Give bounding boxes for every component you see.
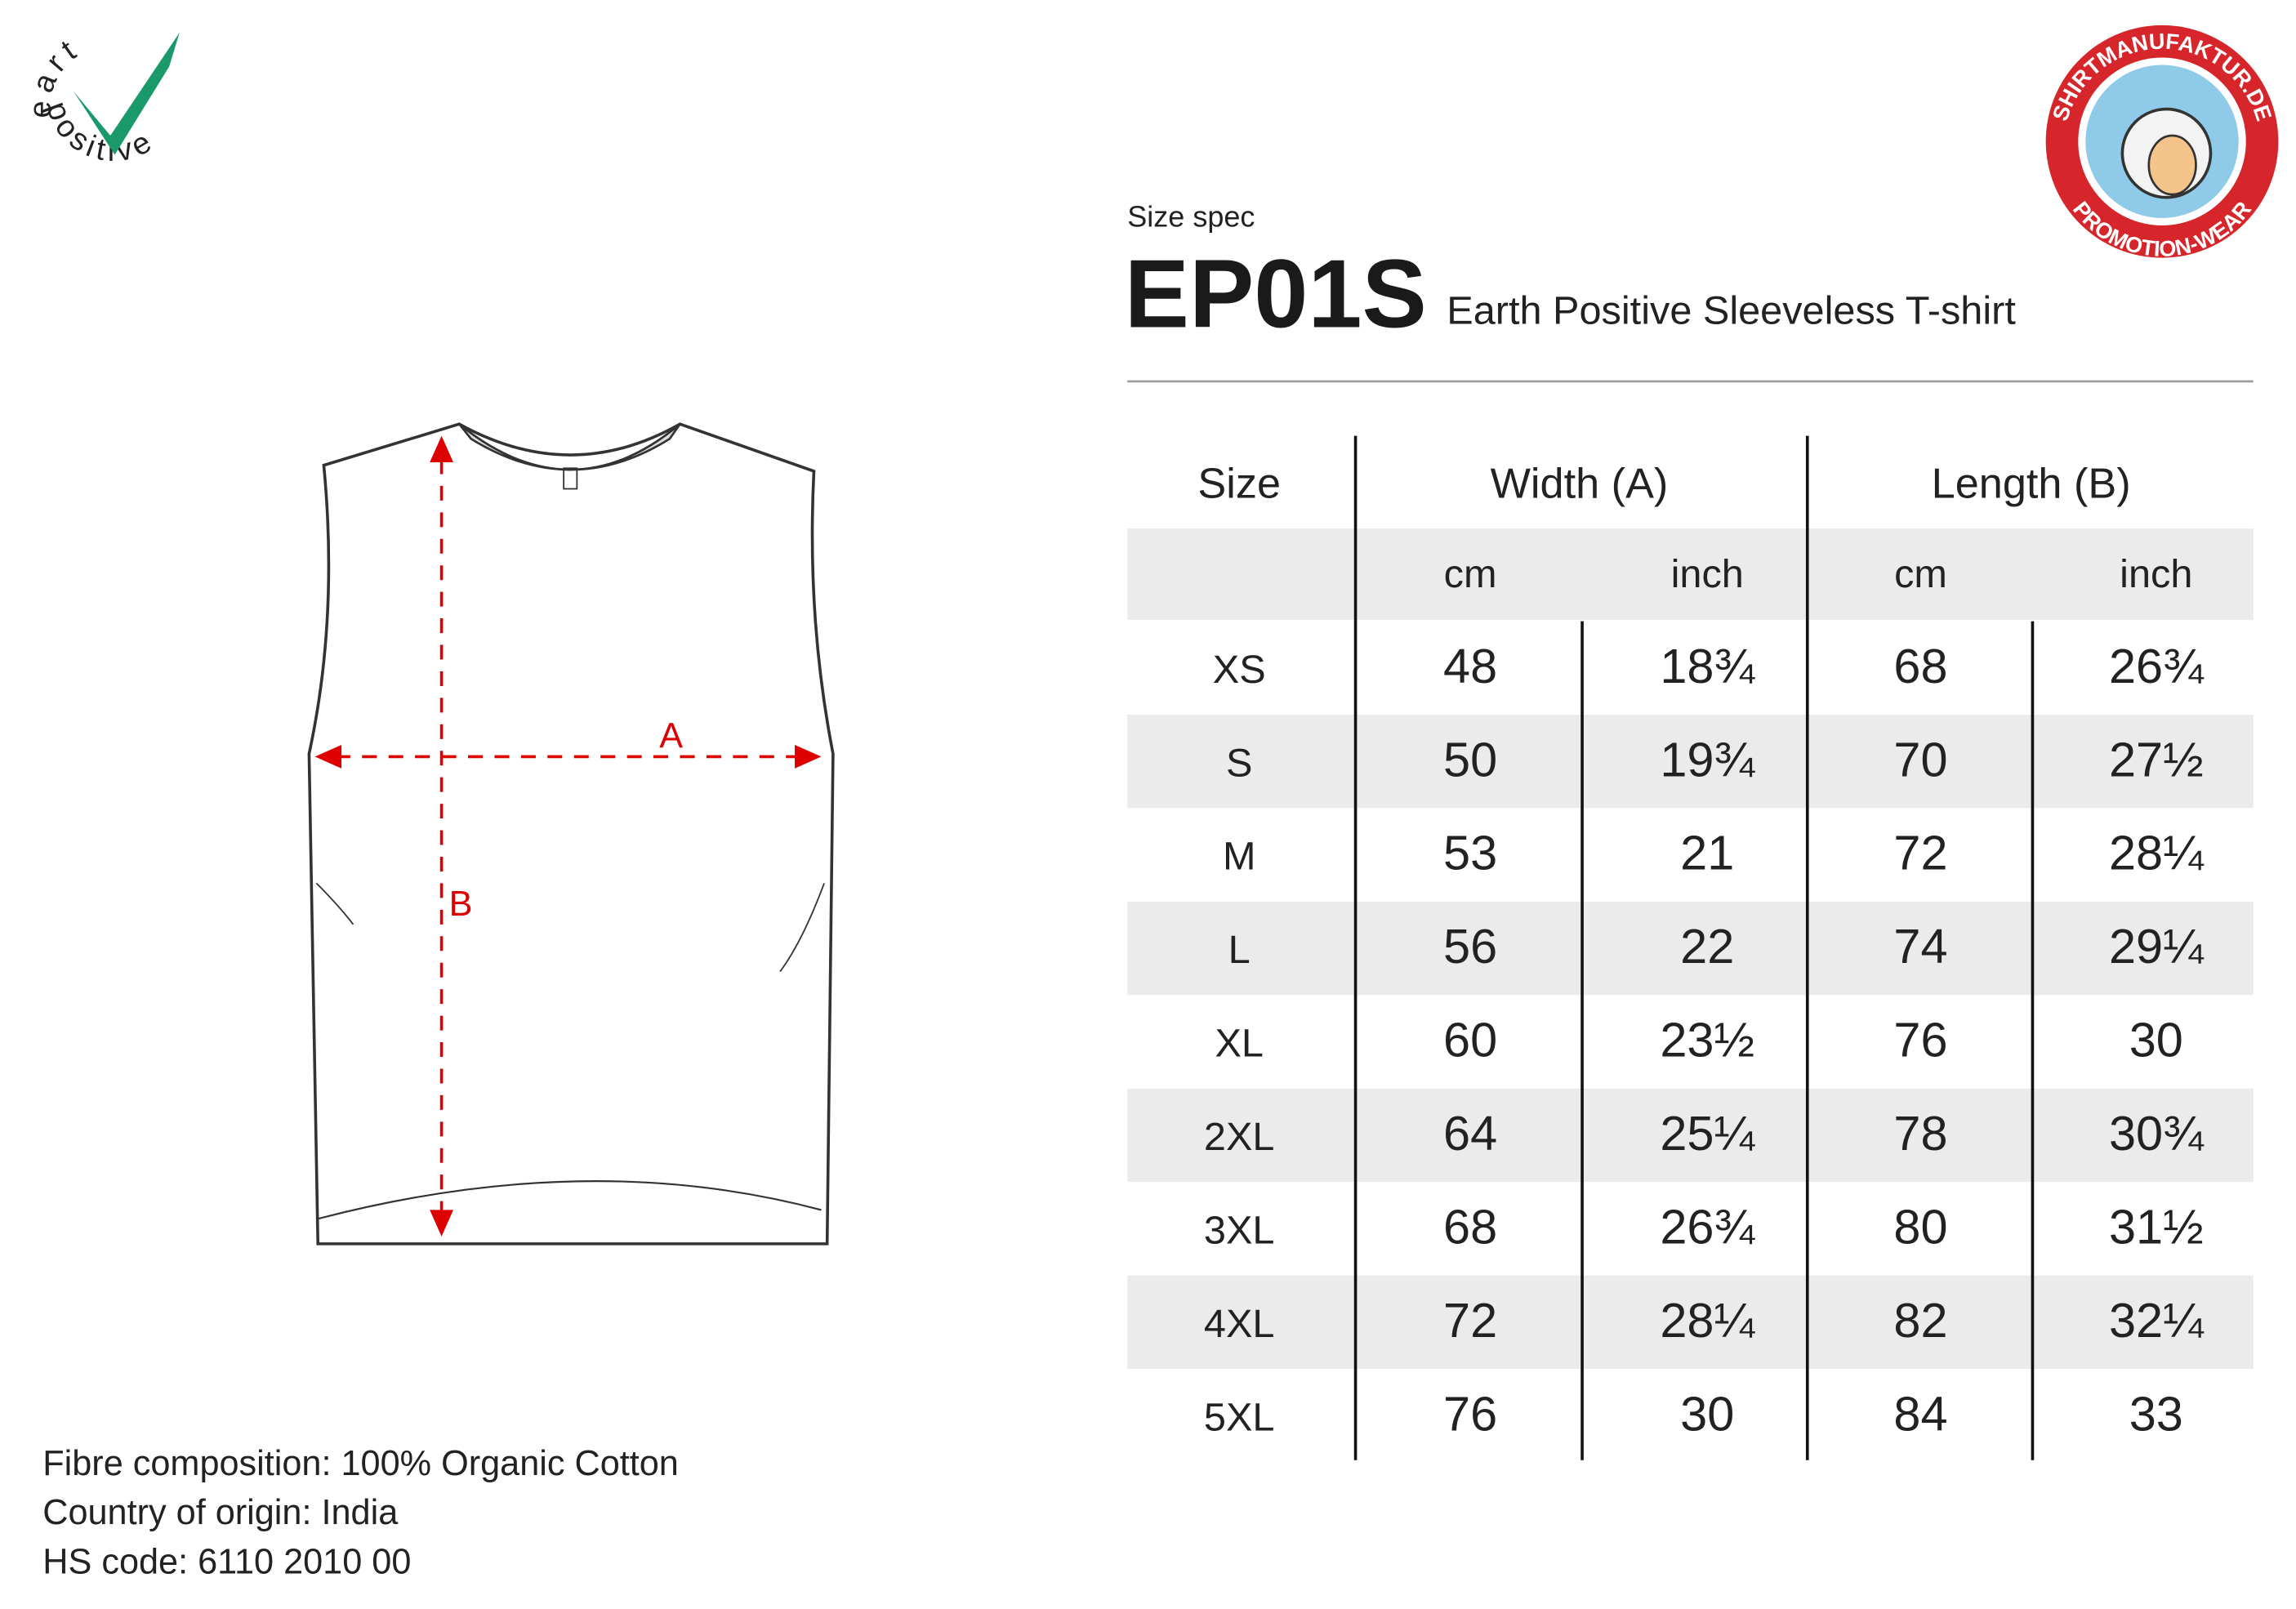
row-bg xyxy=(1127,1088,2254,1183)
fold-line xyxy=(315,882,825,973)
value-cell: 28¼ xyxy=(2109,826,2205,880)
hem-line xyxy=(317,1180,822,1220)
shirt-drawing xyxy=(307,422,835,1246)
value-cell: 74 xyxy=(1893,919,1947,974)
value-cell: 64 xyxy=(1443,1106,1497,1161)
size-table: Size Width (A) Length (B) cm inch cm inch XS 48 1… xyxy=(1127,435,2254,1460)
shirt-outline xyxy=(307,422,835,1246)
product-code: EP01S xyxy=(1125,239,1427,348)
size-cell: XL xyxy=(1215,1022,1264,1066)
collar xyxy=(458,423,681,471)
arrow-head xyxy=(795,745,822,769)
value-cell: 31½ xyxy=(2109,1199,2204,1254)
footer: Fibre composition: 100% Organic Cotton Co… xyxy=(42,1444,679,1582)
product-name: Earth Positive Sleeveless T-shirt xyxy=(1447,289,2016,333)
value-cell: 28¼ xyxy=(1660,1293,1755,1348)
value-cell: 50 xyxy=(1443,732,1497,787)
value-cell: 26¾ xyxy=(1660,1199,1755,1254)
value-cell: 68 xyxy=(1893,639,1947,693)
value-cell: 18¾ xyxy=(1660,639,1755,693)
size-cell: 3XL xyxy=(1204,1208,1275,1252)
value-cell: 60 xyxy=(1443,1013,1497,1067)
column-header: Size xyxy=(1197,460,1281,507)
size-cell: L xyxy=(1228,928,1251,972)
logo-face xyxy=(2147,134,2197,196)
value-cell: 76 xyxy=(1443,1386,1497,1441)
value-cell: 26¾ xyxy=(2109,639,2205,693)
size-cell: M xyxy=(1223,835,1256,879)
label-tag xyxy=(563,467,578,490)
value-cell: 29¼ xyxy=(2109,919,2205,974)
size-cell: 2XL xyxy=(1204,1115,1275,1159)
value-cell: 19¾ xyxy=(1660,732,1755,787)
size-cell: XS xyxy=(1213,648,1266,692)
measure-arrows xyxy=(314,435,822,1237)
value-cell: 80 xyxy=(1893,1199,1947,1254)
dimension-label: B xyxy=(449,885,473,924)
value-cell: 48 xyxy=(1443,639,1497,693)
value-cell: 25¼ xyxy=(1660,1106,1755,1161)
row-bg xyxy=(1127,901,2254,996)
value-cell: 72 xyxy=(1443,1293,1497,1348)
unit-header: cm xyxy=(1444,552,1497,596)
value-cell: 56 xyxy=(1443,919,1497,974)
value-cell: 21 xyxy=(1680,826,1734,880)
value-cell: 76 xyxy=(1893,1013,1947,1067)
arrow-head xyxy=(430,1210,453,1237)
footer-line: HS code: 6110 2010 00 xyxy=(42,1543,411,1582)
size-cell: S xyxy=(1226,741,1252,785)
value-cell: 33 xyxy=(2129,1386,2183,1441)
unit-header: inch xyxy=(1671,552,1744,596)
row-bg xyxy=(1127,1275,2254,1370)
value-cell: 53 xyxy=(1443,826,1497,880)
footer-line: Country of origin: India xyxy=(42,1493,399,1532)
value-cell: 30 xyxy=(2129,1013,2183,1067)
unit-header: cm xyxy=(1894,552,1947,596)
arrow-head xyxy=(430,435,453,463)
size-cell: 4XL xyxy=(1204,1302,1275,1346)
value-cell: 22 xyxy=(1680,919,1734,974)
earth-positive-logo: eart positive xyxy=(24,30,180,168)
brand-logo: SHIRTMANUFAKTUR.DE PROMOTION-WEAR xyxy=(2045,25,2279,261)
value-cell: 78 xyxy=(1893,1106,1947,1161)
dimension-label: A xyxy=(659,717,683,756)
column-header: Length (B) xyxy=(1932,460,2131,507)
value-cell: 30¾ xyxy=(2109,1106,2205,1161)
check-mark xyxy=(74,32,180,155)
row-bg xyxy=(1127,715,2254,809)
value-cell: 82 xyxy=(1893,1293,1947,1348)
value-cell: 32¼ xyxy=(2109,1293,2205,1348)
unit-header: inch xyxy=(2120,552,2192,596)
value-cell: 72 xyxy=(1893,826,1947,880)
arrow-head xyxy=(314,745,342,769)
value-cell: 30 xyxy=(1680,1386,1734,1441)
unit-row-bg xyxy=(1127,528,2254,620)
value-cell: 70 xyxy=(1893,732,1947,787)
value-cell: 27½ xyxy=(2109,732,2204,787)
footer-line: Fibre composition: 100% Organic Cotton xyxy=(42,1444,679,1483)
value-cell: 84 xyxy=(1893,1386,1947,1441)
size-cell: 5XL xyxy=(1204,1395,1275,1439)
column-header: Width (A) xyxy=(1491,460,1669,507)
header-label: Size spec xyxy=(1127,200,1255,234)
value-cell: 23½ xyxy=(1660,1013,1754,1067)
value-cell: 68 xyxy=(1443,1199,1497,1254)
